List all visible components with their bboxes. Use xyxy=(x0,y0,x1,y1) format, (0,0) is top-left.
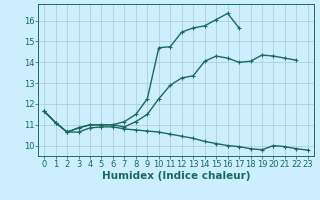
X-axis label: Humidex (Indice chaleur): Humidex (Indice chaleur) xyxy=(102,171,250,181)
